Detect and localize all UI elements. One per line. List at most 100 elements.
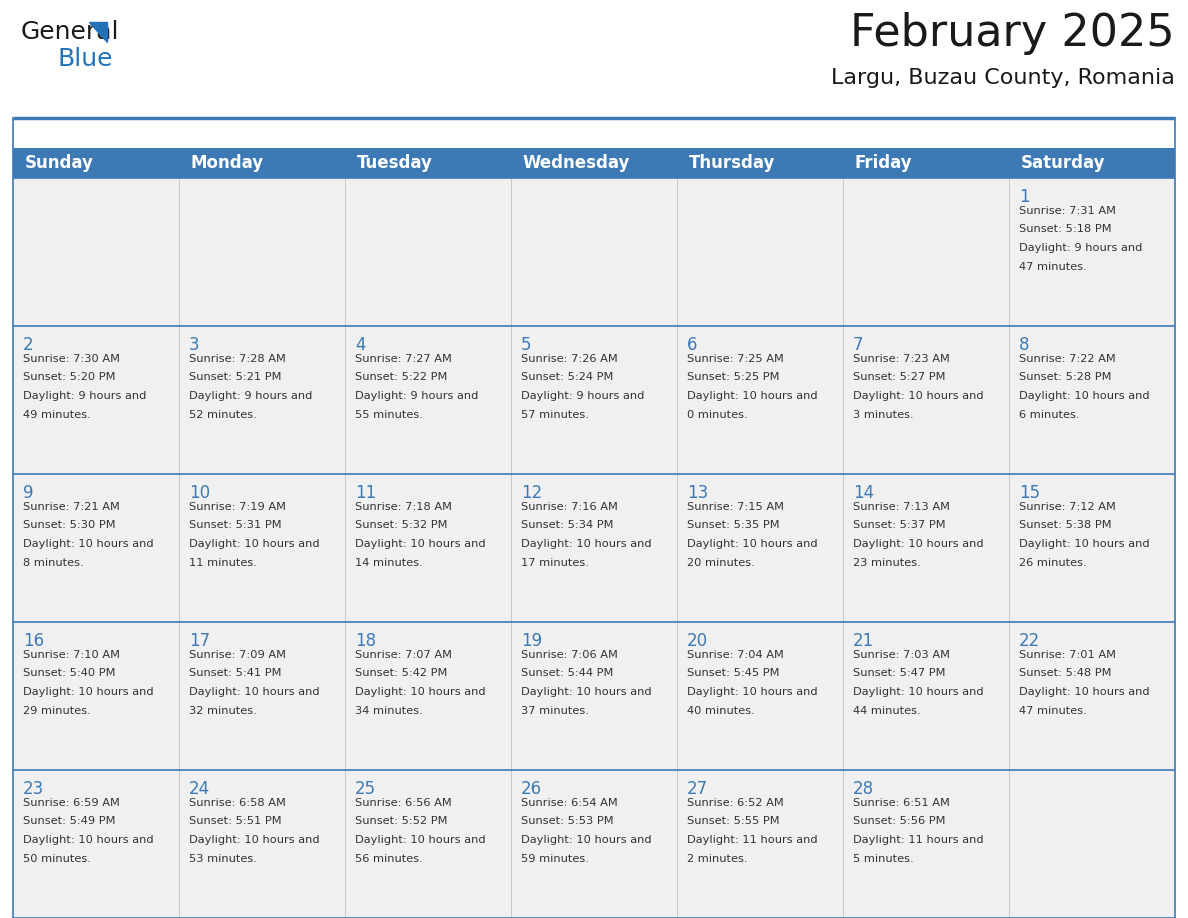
Bar xyxy=(345,178,511,326)
Text: Sunrise: 7:27 AM: Sunrise: 7:27 AM xyxy=(355,354,451,364)
Text: Daylight: 10 hours and: Daylight: 10 hours and xyxy=(687,539,817,549)
Bar xyxy=(13,622,179,770)
Text: 10: 10 xyxy=(189,484,210,502)
Text: 20 minutes.: 20 minutes. xyxy=(687,557,754,567)
Text: Daylight: 10 hours and: Daylight: 10 hours and xyxy=(853,391,984,401)
Text: Daylight: 10 hours and: Daylight: 10 hours and xyxy=(23,539,153,549)
Bar xyxy=(1009,178,1175,326)
Text: Daylight: 10 hours and: Daylight: 10 hours and xyxy=(189,835,320,845)
Text: Sunset: 5:45 PM: Sunset: 5:45 PM xyxy=(687,668,779,678)
Text: Monday: Monday xyxy=(191,154,264,172)
Text: 32 minutes.: 32 minutes. xyxy=(189,706,257,715)
Text: Daylight: 10 hours and: Daylight: 10 hours and xyxy=(355,539,486,549)
Text: Sunset: 5:20 PM: Sunset: 5:20 PM xyxy=(23,373,115,383)
Text: 18: 18 xyxy=(355,632,377,650)
Bar xyxy=(1009,326,1175,474)
Text: Sunset: 5:47 PM: Sunset: 5:47 PM xyxy=(853,668,946,678)
Text: Sunset: 5:27 PM: Sunset: 5:27 PM xyxy=(853,373,946,383)
Text: General: General xyxy=(21,20,120,44)
Bar xyxy=(345,770,511,918)
Text: Sunset: 5:55 PM: Sunset: 5:55 PM xyxy=(687,816,779,826)
Bar xyxy=(179,178,345,326)
Bar xyxy=(13,326,179,474)
Text: 7: 7 xyxy=(853,336,864,354)
Bar xyxy=(13,770,179,918)
Text: 53 minutes.: 53 minutes. xyxy=(189,854,257,864)
Text: February 2025: February 2025 xyxy=(851,12,1175,55)
Bar xyxy=(511,178,677,326)
Text: 37 minutes.: 37 minutes. xyxy=(522,706,589,715)
Bar xyxy=(843,770,1009,918)
Text: Daylight: 10 hours and: Daylight: 10 hours and xyxy=(853,687,984,697)
Text: 6: 6 xyxy=(687,336,697,354)
Text: 52 minutes.: 52 minutes. xyxy=(189,409,257,420)
Text: 20: 20 xyxy=(687,632,708,650)
Text: Sunset: 5:32 PM: Sunset: 5:32 PM xyxy=(355,521,448,531)
Bar xyxy=(179,326,345,474)
Text: Sunset: 5:40 PM: Sunset: 5:40 PM xyxy=(23,668,115,678)
Text: 16: 16 xyxy=(23,632,44,650)
Bar xyxy=(511,326,677,474)
Text: 17: 17 xyxy=(189,632,210,650)
Text: Daylight: 9 hours and: Daylight: 9 hours and xyxy=(522,391,644,401)
Bar xyxy=(843,326,1009,474)
Text: 24: 24 xyxy=(189,780,210,798)
Bar xyxy=(345,474,511,622)
Text: Sunset: 5:18 PM: Sunset: 5:18 PM xyxy=(1019,225,1112,234)
Text: 3 minutes.: 3 minutes. xyxy=(853,409,914,420)
Bar xyxy=(677,326,843,474)
Text: 29 minutes.: 29 minutes. xyxy=(23,706,90,715)
Bar xyxy=(179,622,345,770)
Text: Sunset: 5:38 PM: Sunset: 5:38 PM xyxy=(1019,521,1112,531)
Bar xyxy=(677,622,843,770)
Text: Sunrise: 7:22 AM: Sunrise: 7:22 AM xyxy=(1019,354,1116,364)
Text: 55 minutes.: 55 minutes. xyxy=(355,409,423,420)
Text: 0 minutes.: 0 minutes. xyxy=(687,409,747,420)
Text: Sunrise: 7:16 AM: Sunrise: 7:16 AM xyxy=(522,502,618,512)
Text: 23 minutes.: 23 minutes. xyxy=(853,557,921,567)
Text: 8 minutes.: 8 minutes. xyxy=(23,557,83,567)
Text: Sunrise: 7:25 AM: Sunrise: 7:25 AM xyxy=(687,354,784,364)
Text: 11 minutes.: 11 minutes. xyxy=(189,557,257,567)
Text: 8: 8 xyxy=(1019,336,1030,354)
Text: Sunrise: 7:10 AM: Sunrise: 7:10 AM xyxy=(23,650,120,660)
Text: 40 minutes.: 40 minutes. xyxy=(687,706,754,715)
Text: Sunrise: 7:09 AM: Sunrise: 7:09 AM xyxy=(189,650,286,660)
Text: 2 minutes.: 2 minutes. xyxy=(687,854,747,864)
Bar xyxy=(1009,622,1175,770)
Text: Sunset: 5:35 PM: Sunset: 5:35 PM xyxy=(687,521,779,531)
Text: Daylight: 10 hours and: Daylight: 10 hours and xyxy=(1019,391,1150,401)
Text: 23: 23 xyxy=(23,780,44,798)
Bar xyxy=(179,770,345,918)
Text: Daylight: 11 hours and: Daylight: 11 hours and xyxy=(853,835,984,845)
Text: Largu, Buzau County, Romania: Largu, Buzau County, Romania xyxy=(832,68,1175,88)
Bar xyxy=(511,474,677,622)
Text: Sunrise: 7:30 AM: Sunrise: 7:30 AM xyxy=(23,354,120,364)
Text: Sunrise: 7:12 AM: Sunrise: 7:12 AM xyxy=(1019,502,1116,512)
Text: Sunrise: 7:26 AM: Sunrise: 7:26 AM xyxy=(522,354,618,364)
Text: 26: 26 xyxy=(522,780,542,798)
Text: Sunset: 5:30 PM: Sunset: 5:30 PM xyxy=(23,521,115,531)
Bar xyxy=(1009,474,1175,622)
Text: Daylight: 10 hours and: Daylight: 10 hours and xyxy=(1019,539,1150,549)
Text: Sunset: 5:56 PM: Sunset: 5:56 PM xyxy=(853,816,946,826)
Text: 6 minutes.: 6 minutes. xyxy=(1019,409,1080,420)
Text: 4: 4 xyxy=(355,336,366,354)
Text: 28: 28 xyxy=(853,780,874,798)
Text: Sunset: 5:49 PM: Sunset: 5:49 PM xyxy=(23,816,115,826)
Text: Sunset: 5:53 PM: Sunset: 5:53 PM xyxy=(522,816,614,826)
Text: 22: 22 xyxy=(1019,632,1041,650)
Text: 44 minutes.: 44 minutes. xyxy=(853,706,921,715)
Text: Sunset: 5:21 PM: Sunset: 5:21 PM xyxy=(189,373,282,383)
Text: Sunrise: 6:54 AM: Sunrise: 6:54 AM xyxy=(522,798,618,808)
Text: Sunrise: 6:56 AM: Sunrise: 6:56 AM xyxy=(355,798,451,808)
Text: 5: 5 xyxy=(522,336,531,354)
Text: Sunset: 5:22 PM: Sunset: 5:22 PM xyxy=(355,373,448,383)
Polygon shape xyxy=(89,22,107,42)
Text: 49 minutes.: 49 minutes. xyxy=(23,409,90,420)
Text: Daylight: 9 hours and: Daylight: 9 hours and xyxy=(23,391,146,401)
Bar xyxy=(843,622,1009,770)
Text: 2: 2 xyxy=(23,336,33,354)
Bar xyxy=(179,474,345,622)
Text: 14: 14 xyxy=(853,484,874,502)
